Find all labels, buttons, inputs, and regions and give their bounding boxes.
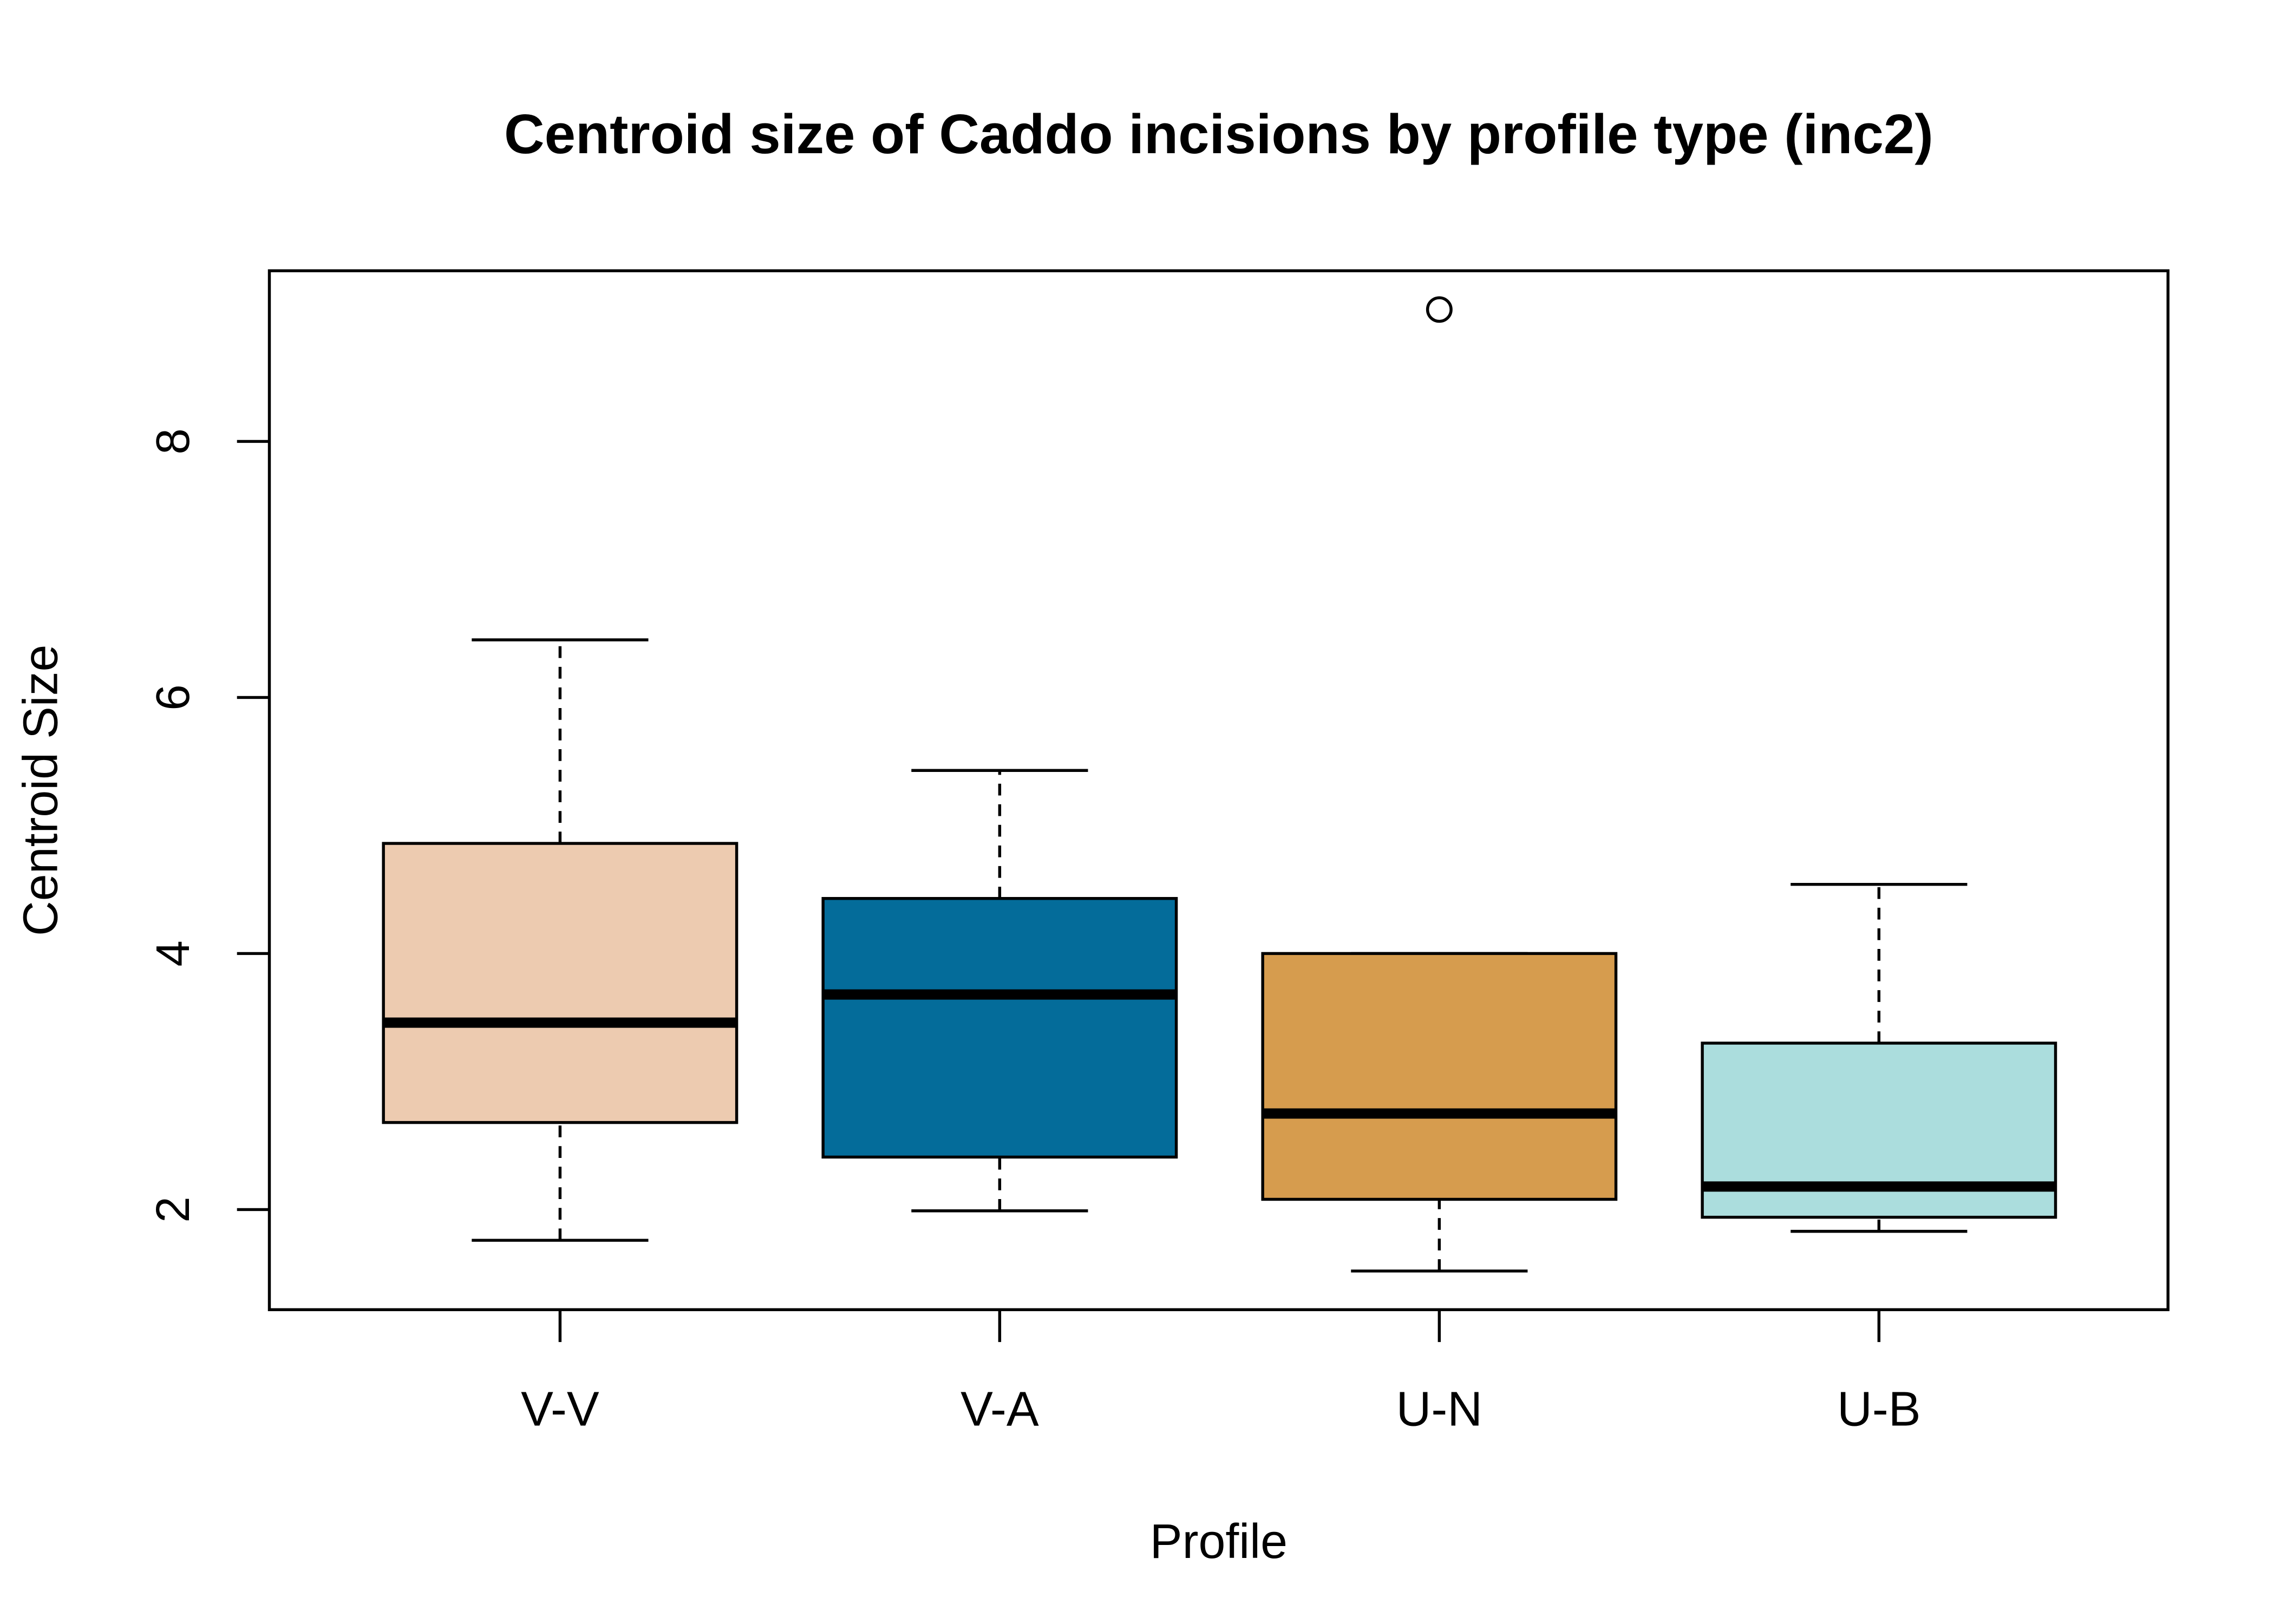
x-tick-label: V-A — [960, 1382, 1039, 1436]
outlier — [1426, 296, 1453, 323]
box — [821, 897, 1178, 1159]
y-tick-label: 8 — [147, 428, 199, 454]
y-axis-label: Centroid Size — [14, 645, 68, 936]
plot-frame — [267, 269, 2170, 1312]
box — [382, 842, 739, 1124]
chart-title: Centroid size of Caddo incisions by prof… — [504, 102, 1933, 165]
x-axis-label: Profile — [1150, 1515, 1288, 1569]
y-tick-label: 6 — [147, 684, 199, 710]
y-tick-label: 4 — [147, 940, 199, 966]
x-tick-label: V-V — [521, 1382, 599, 1436]
box — [1261, 952, 1618, 1201]
y-tick-label: 2 — [147, 1196, 199, 1222]
x-tick-label: U-N — [1396, 1382, 1482, 1436]
x-tick-label: U-B — [1837, 1382, 1920, 1436]
